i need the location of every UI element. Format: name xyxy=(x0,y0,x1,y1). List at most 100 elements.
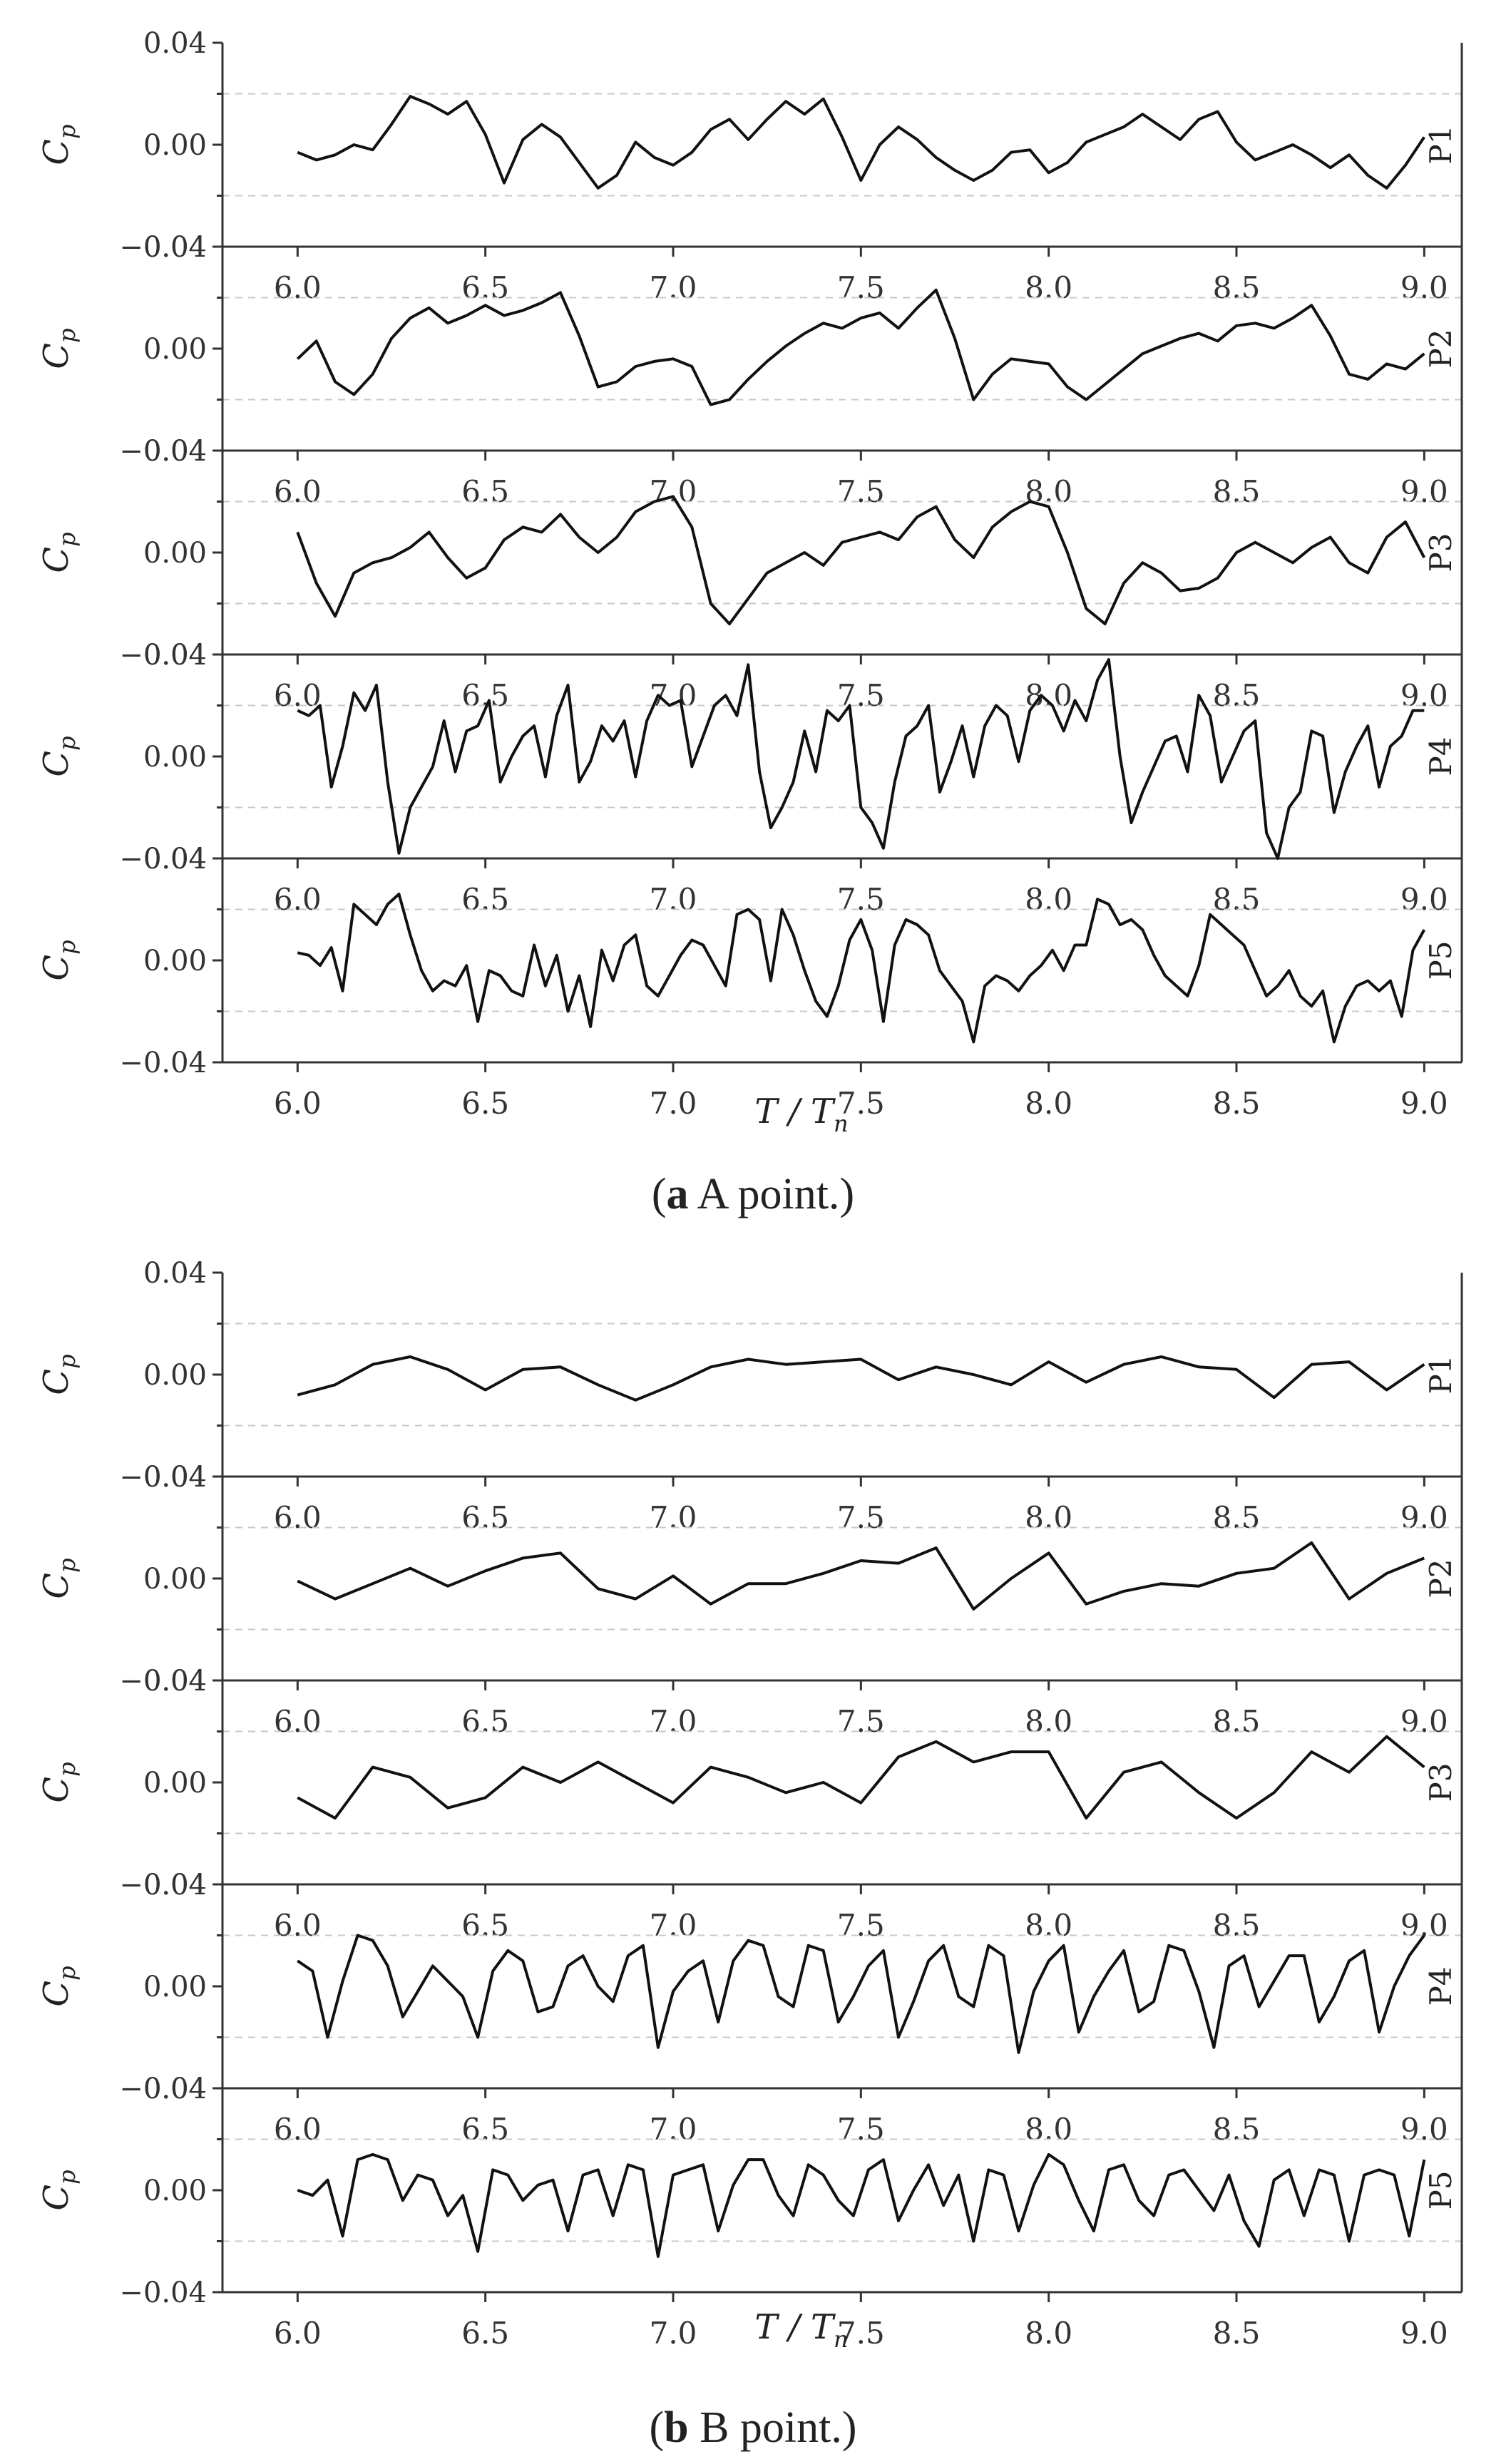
y-tick-label: 0.00 xyxy=(143,945,207,977)
x-tick-label: 8.0 xyxy=(1025,2316,1072,2351)
x-tick-label: 7.5 xyxy=(837,474,885,509)
x-tick-label: 6.0 xyxy=(274,1908,322,1943)
x-tick-label: 8.0 xyxy=(1025,882,1072,917)
y-tick-label: −0.04 xyxy=(119,2276,207,2309)
y-axis-label-sub: p xyxy=(53,1558,81,1572)
x-tick-label: 8.0 xyxy=(1025,2112,1072,2147)
x-tick-label: 7.0 xyxy=(650,1908,697,1943)
y-axis-label-sub: p xyxy=(53,328,81,342)
y-tick-label: 0.04 xyxy=(143,1869,207,1901)
y-tick-label: 0.00 xyxy=(143,2175,207,2207)
y-axis-label: Cp xyxy=(36,1762,81,1802)
panel-label: P3 xyxy=(1423,533,1458,573)
x-axis-label: T / Tn xyxy=(754,2307,848,2353)
x-tick-label: 9.0 xyxy=(1400,678,1448,713)
panel-label: P2 xyxy=(1423,1559,1458,1598)
x-tick-label: 7.5 xyxy=(837,1086,885,1121)
x-tick-label: 9.0 xyxy=(1400,2316,1448,2351)
y-tick-label: 0.00 xyxy=(143,1767,207,1800)
x-tick-label: 8.0 xyxy=(1025,1500,1072,1535)
y-tick-label: 0.00 xyxy=(143,1563,207,1596)
y-axis-label-sub: p xyxy=(53,2170,81,2184)
x-tick-label: 8.5 xyxy=(1213,678,1261,713)
y-tick-label: −0.04 xyxy=(119,843,207,876)
y-tick-label: 0.04 xyxy=(143,1257,207,1290)
series-line-p4 xyxy=(297,658,1425,860)
y-tick-label: 0.04 xyxy=(143,639,207,672)
y-tick-label: 0.00 xyxy=(143,741,207,774)
x-tick-label: 8.0 xyxy=(1025,474,1072,509)
x-tick-label: 9.0 xyxy=(1400,1704,1448,1739)
x-tick-label: 7.0 xyxy=(650,1086,697,1121)
y-tick-label: 0.00 xyxy=(143,129,207,162)
caption-a: (a A point.) xyxy=(652,1170,854,1218)
y-tick-label: −0.04 xyxy=(119,2073,207,2105)
x-tick-label: 8.0 xyxy=(1025,1704,1072,1739)
x-tick-label: 6.5 xyxy=(461,270,509,305)
y-axis-label: Cp xyxy=(36,124,81,165)
panel-p2: 0.04 0.00 −0.04 6.0 6.5 7.0 7.5 8.0 8.5 9.0 Cp P2 xyxy=(36,1461,1463,1739)
x-tick-label: 6.5 xyxy=(461,474,509,509)
y-axis-label-sub: p xyxy=(53,532,81,546)
y-tick-label: −0.04 xyxy=(119,639,207,672)
y-tick-label: −0.04 xyxy=(119,1461,207,1494)
x-tick-label: 6.0 xyxy=(274,2316,322,2351)
y-tick-label: 0.04 xyxy=(143,27,207,60)
y-axis-label-sub: p xyxy=(53,736,81,750)
x-tick-label: 6.0 xyxy=(274,474,322,509)
x-tick-label: 7.5 xyxy=(837,678,885,713)
panel-label: P1 xyxy=(1423,1355,1458,1395)
y-axis-label-sub: p xyxy=(53,1762,81,1776)
x-tick-label: 6.5 xyxy=(461,1086,509,1121)
x-tick-label: 7.5 xyxy=(837,1908,885,1943)
panel-label: P5 xyxy=(1423,2171,1458,2210)
x-tick-label: 9.0 xyxy=(1400,474,1448,509)
x-tick-label: 8.0 xyxy=(1025,270,1072,305)
x-tick-label: 6.5 xyxy=(461,1908,509,1943)
x-tick-label: 7.0 xyxy=(650,474,697,509)
x-tick-label: 6.0 xyxy=(274,1704,322,1739)
x-tick-label: 7.5 xyxy=(837,1500,885,1535)
y-axis-label: Cp xyxy=(36,532,81,573)
panel-p4: 0.04 0.00 −0.04 6.0 6.5 7.0 7.5 8.0 8.5 9.0 Cp P4 xyxy=(36,1869,1463,2147)
x-tick-label: 9.0 xyxy=(1400,1500,1448,1535)
panel-p2: 0.04 0.00 −0.04 6.0 6.5 7.0 7.5 8.0 8.5 9.0 Cp P2 xyxy=(36,231,1463,509)
x-tick-label: 6.0 xyxy=(274,1500,322,1535)
x-tick-label: 6.5 xyxy=(461,2316,509,2351)
y-tick-label: 0.04 xyxy=(143,1461,207,1494)
panel-label: P3 xyxy=(1423,1763,1458,1802)
series-line-p2 xyxy=(296,288,1425,406)
panel-p3: 0.04 0.00 −0.04 6.0 6.5 7.0 7.5 8.0 8.5 9.0 Cp P3 xyxy=(36,435,1463,713)
y-axis-label-sub: p xyxy=(53,1966,81,1980)
x-tick-label: 7.0 xyxy=(650,882,697,917)
panel-p5: 0.04 0.00 −0.04 6.0 6.5 7.0 7.5 8.0 8.5 9.0 Cp P5 xyxy=(36,843,1463,1121)
x-tick-label: 8.5 xyxy=(1213,1908,1261,1943)
y-tick-label: −0.04 xyxy=(119,1665,207,1698)
x-tick-label: 6.0 xyxy=(274,1086,322,1121)
x-tick-label: 9.0 xyxy=(1400,270,1448,305)
x-tick-label: 7.0 xyxy=(650,1704,697,1739)
y-axis-label: Cp xyxy=(36,1354,81,1395)
x-axis-label-sub: n xyxy=(834,1110,849,1137)
x-tick-label: 8.0 xyxy=(1025,1908,1072,1943)
caption-a-letter: a xyxy=(667,1170,689,1218)
y-tick-label: 0.00 xyxy=(143,537,207,570)
panel-p1: 0.04 0.00 −0.04 6.0 6.5 7.0 7.5 8.0 8.5 9.0 Cp P1 xyxy=(36,27,1463,305)
x-tick-label: 9.0 xyxy=(1400,2112,1448,2147)
y-axis-label-sub: p xyxy=(53,1354,81,1368)
x-tick-label: 7.0 xyxy=(650,270,697,305)
y-tick-label: −0.04 xyxy=(119,1047,207,1079)
y-axis-label-sub: p xyxy=(53,124,81,138)
x-tick-label: 8.5 xyxy=(1213,1500,1261,1535)
x-tick-label: 6.0 xyxy=(274,270,322,305)
panel-label: P4 xyxy=(1423,1967,1458,2006)
panel-label: P1 xyxy=(1423,125,1458,165)
x-tick-label: 6.5 xyxy=(461,882,509,917)
caption-b: (b B point.) xyxy=(649,2403,856,2452)
x-tick-label: 8.5 xyxy=(1213,270,1261,305)
series-line-p3 xyxy=(297,1735,1425,1820)
y-axis-label-sub: p xyxy=(53,940,81,954)
y-tick-label: 0.00 xyxy=(143,1359,207,1392)
series-line-p1 xyxy=(297,1355,1425,1402)
x-tick-label: 8.5 xyxy=(1213,882,1261,917)
